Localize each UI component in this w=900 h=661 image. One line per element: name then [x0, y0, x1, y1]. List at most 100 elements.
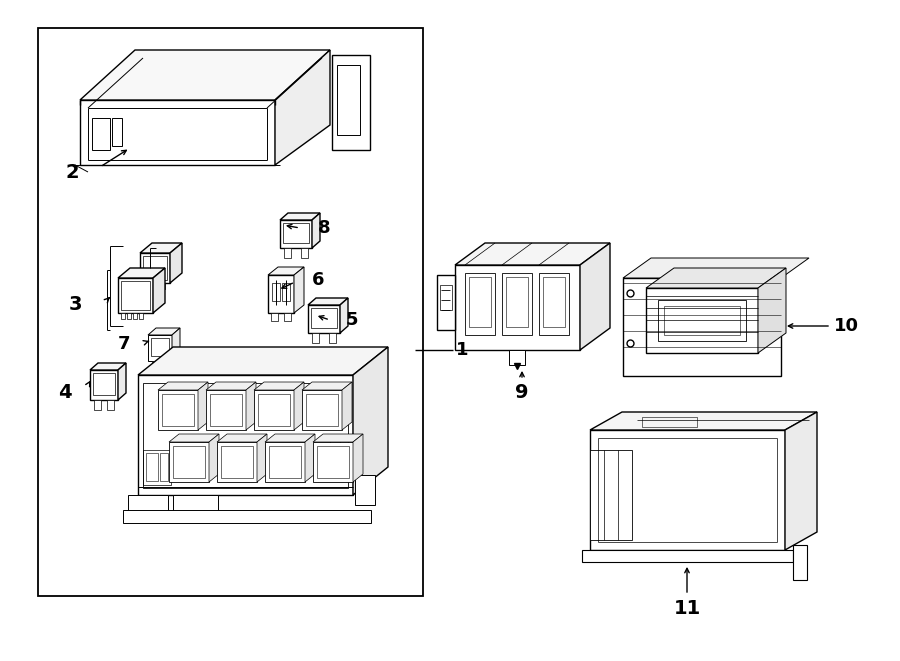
- Text: 1: 1: [455, 341, 468, 359]
- Bar: [121, 281, 150, 310]
- Text: 6: 6: [311, 271, 324, 289]
- Polygon shape: [257, 434, 267, 482]
- Bar: [282, 283, 290, 301]
- Bar: [143, 383, 348, 488]
- Bar: [312, 333, 319, 343]
- Polygon shape: [265, 434, 315, 442]
- Polygon shape: [580, 243, 610, 350]
- Polygon shape: [623, 258, 809, 278]
- Bar: [162, 394, 194, 426]
- Polygon shape: [158, 382, 208, 390]
- Polygon shape: [153, 268, 165, 313]
- Text: 3: 3: [68, 295, 82, 315]
- Polygon shape: [590, 450, 632, 540]
- Polygon shape: [217, 442, 257, 482]
- Bar: [173, 446, 205, 478]
- Polygon shape: [313, 442, 353, 482]
- Polygon shape: [140, 243, 182, 253]
- Bar: [465, 273, 495, 335]
- Polygon shape: [158, 390, 198, 430]
- Bar: [161, 283, 165, 289]
- Polygon shape: [118, 278, 153, 313]
- Polygon shape: [355, 475, 375, 505]
- Polygon shape: [170, 243, 182, 283]
- Polygon shape: [455, 243, 610, 265]
- Bar: [160, 453, 168, 481]
- Text: 10: 10: [833, 317, 859, 335]
- Polygon shape: [308, 305, 340, 333]
- Bar: [92, 118, 110, 150]
- Bar: [284, 248, 291, 258]
- Bar: [272, 283, 280, 301]
- Polygon shape: [785, 412, 817, 550]
- Bar: [329, 333, 336, 343]
- Bar: [539, 273, 569, 335]
- Polygon shape: [302, 390, 342, 430]
- Bar: [269, 446, 301, 478]
- Bar: [155, 283, 159, 289]
- Polygon shape: [209, 434, 219, 482]
- Bar: [149, 283, 153, 289]
- Polygon shape: [340, 298, 348, 333]
- Bar: [271, 313, 278, 321]
- Polygon shape: [206, 390, 246, 430]
- Polygon shape: [90, 370, 118, 400]
- Bar: [112, 118, 122, 146]
- Polygon shape: [118, 268, 165, 278]
- Bar: [127, 313, 131, 319]
- Bar: [93, 373, 115, 395]
- Polygon shape: [173, 495, 218, 513]
- Polygon shape: [437, 275, 455, 330]
- Polygon shape: [582, 550, 793, 562]
- Polygon shape: [509, 350, 525, 365]
- Polygon shape: [280, 213, 320, 220]
- Polygon shape: [353, 434, 363, 482]
- Polygon shape: [80, 100, 275, 165]
- Bar: [440, 285, 452, 310]
- Bar: [143, 450, 171, 485]
- Polygon shape: [90, 363, 126, 370]
- Bar: [311, 308, 337, 328]
- Bar: [152, 361, 159, 371]
- Polygon shape: [332, 55, 370, 150]
- Bar: [658, 300, 746, 341]
- Polygon shape: [623, 278, 781, 376]
- Polygon shape: [123, 510, 371, 523]
- Text: 8: 8: [318, 219, 330, 237]
- Polygon shape: [268, 275, 294, 313]
- Bar: [133, 313, 137, 319]
- Polygon shape: [268, 267, 304, 275]
- Polygon shape: [169, 434, 219, 442]
- Bar: [469, 277, 491, 327]
- Polygon shape: [313, 434, 363, 442]
- Polygon shape: [793, 545, 807, 580]
- Polygon shape: [140, 253, 170, 283]
- Polygon shape: [302, 382, 352, 390]
- Bar: [94, 400, 101, 410]
- Text: 4: 4: [58, 383, 72, 401]
- Text: 11: 11: [673, 598, 700, 617]
- Polygon shape: [455, 265, 580, 350]
- Bar: [121, 313, 125, 319]
- Polygon shape: [294, 267, 304, 313]
- Bar: [258, 394, 290, 426]
- Polygon shape: [646, 288, 758, 353]
- Text: 5: 5: [346, 311, 358, 329]
- Text: 7: 7: [118, 335, 130, 353]
- Bar: [143, 256, 167, 280]
- Bar: [283, 223, 309, 243]
- Polygon shape: [590, 430, 785, 550]
- Bar: [284, 313, 291, 321]
- Polygon shape: [80, 50, 330, 100]
- Polygon shape: [246, 382, 256, 430]
- Text: 2: 2: [65, 163, 79, 182]
- Bar: [107, 400, 114, 410]
- Polygon shape: [265, 442, 305, 482]
- Bar: [38, 28, 423, 596]
- Polygon shape: [138, 347, 388, 375]
- Bar: [161, 361, 168, 371]
- Polygon shape: [206, 382, 256, 390]
- Bar: [306, 394, 338, 426]
- Polygon shape: [758, 268, 786, 353]
- Bar: [143, 283, 147, 289]
